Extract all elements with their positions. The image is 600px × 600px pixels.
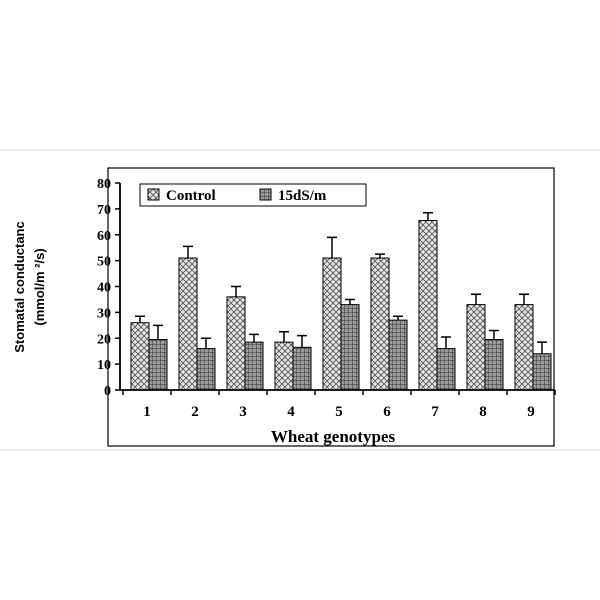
x-tick-label: 5 bbox=[335, 404, 343, 420]
y-tick-label: 80 bbox=[97, 177, 111, 192]
bar-control bbox=[323, 258, 341, 390]
y-axis-title-line-1: Stomatal conductanc bbox=[12, 221, 27, 352]
x-axis-title: Wheat genotypes bbox=[271, 427, 396, 446]
bar-salt bbox=[341, 305, 359, 390]
y-axis-title: Stomatal conductanc (mmol/m ²/s) bbox=[12, 221, 47, 352]
bar-control bbox=[131, 323, 149, 390]
y-tick-label: 40 bbox=[97, 281, 111, 296]
bar-salt bbox=[149, 340, 167, 390]
bar-control bbox=[227, 297, 245, 390]
bar-salt bbox=[437, 349, 455, 390]
bar-salt bbox=[533, 354, 551, 390]
legend-swatch-control bbox=[148, 189, 159, 200]
bar-salt bbox=[293, 347, 311, 390]
legend: Control 15dS/m bbox=[140, 184, 366, 206]
bar-control bbox=[467, 305, 485, 390]
y-tick-label: 70 bbox=[97, 203, 111, 218]
x-tick-label: 4 bbox=[287, 404, 295, 420]
x-tick-label: 7 bbox=[431, 404, 439, 420]
bar-control bbox=[179, 258, 197, 390]
bar-control bbox=[419, 221, 437, 390]
y-tick-label: 50 bbox=[97, 255, 111, 270]
x-tick-label: 8 bbox=[479, 404, 487, 420]
legend-label-salt: 15dS/m bbox=[278, 188, 327, 204]
x-tick-label: 2 bbox=[191, 404, 199, 420]
bar-control bbox=[371, 258, 389, 390]
bar-control bbox=[515, 305, 533, 390]
bar-salt bbox=[197, 349, 215, 390]
x-tick-label: 6 bbox=[383, 404, 391, 420]
y-axis-title-line-2: (mmol/m ²/s) bbox=[32, 248, 47, 325]
y-tick-label: 0 bbox=[104, 384, 111, 399]
y-tick-label: 20 bbox=[97, 332, 111, 347]
bar-salt bbox=[485, 340, 503, 390]
legend-label-control: Control bbox=[166, 188, 216, 204]
x-tick-label: 1 bbox=[143, 404, 151, 420]
x-tick-label: 3 bbox=[239, 404, 247, 420]
y-tick-label: 10 bbox=[97, 358, 111, 373]
y-tick-label: 30 bbox=[97, 306, 111, 321]
bar-control bbox=[275, 342, 293, 390]
bar-salt bbox=[389, 320, 407, 390]
y-tick-label: 60 bbox=[97, 229, 111, 244]
bar-salt bbox=[245, 342, 263, 390]
legend-swatch-salt bbox=[260, 189, 271, 200]
x-tick-label: 9 bbox=[527, 404, 535, 420]
